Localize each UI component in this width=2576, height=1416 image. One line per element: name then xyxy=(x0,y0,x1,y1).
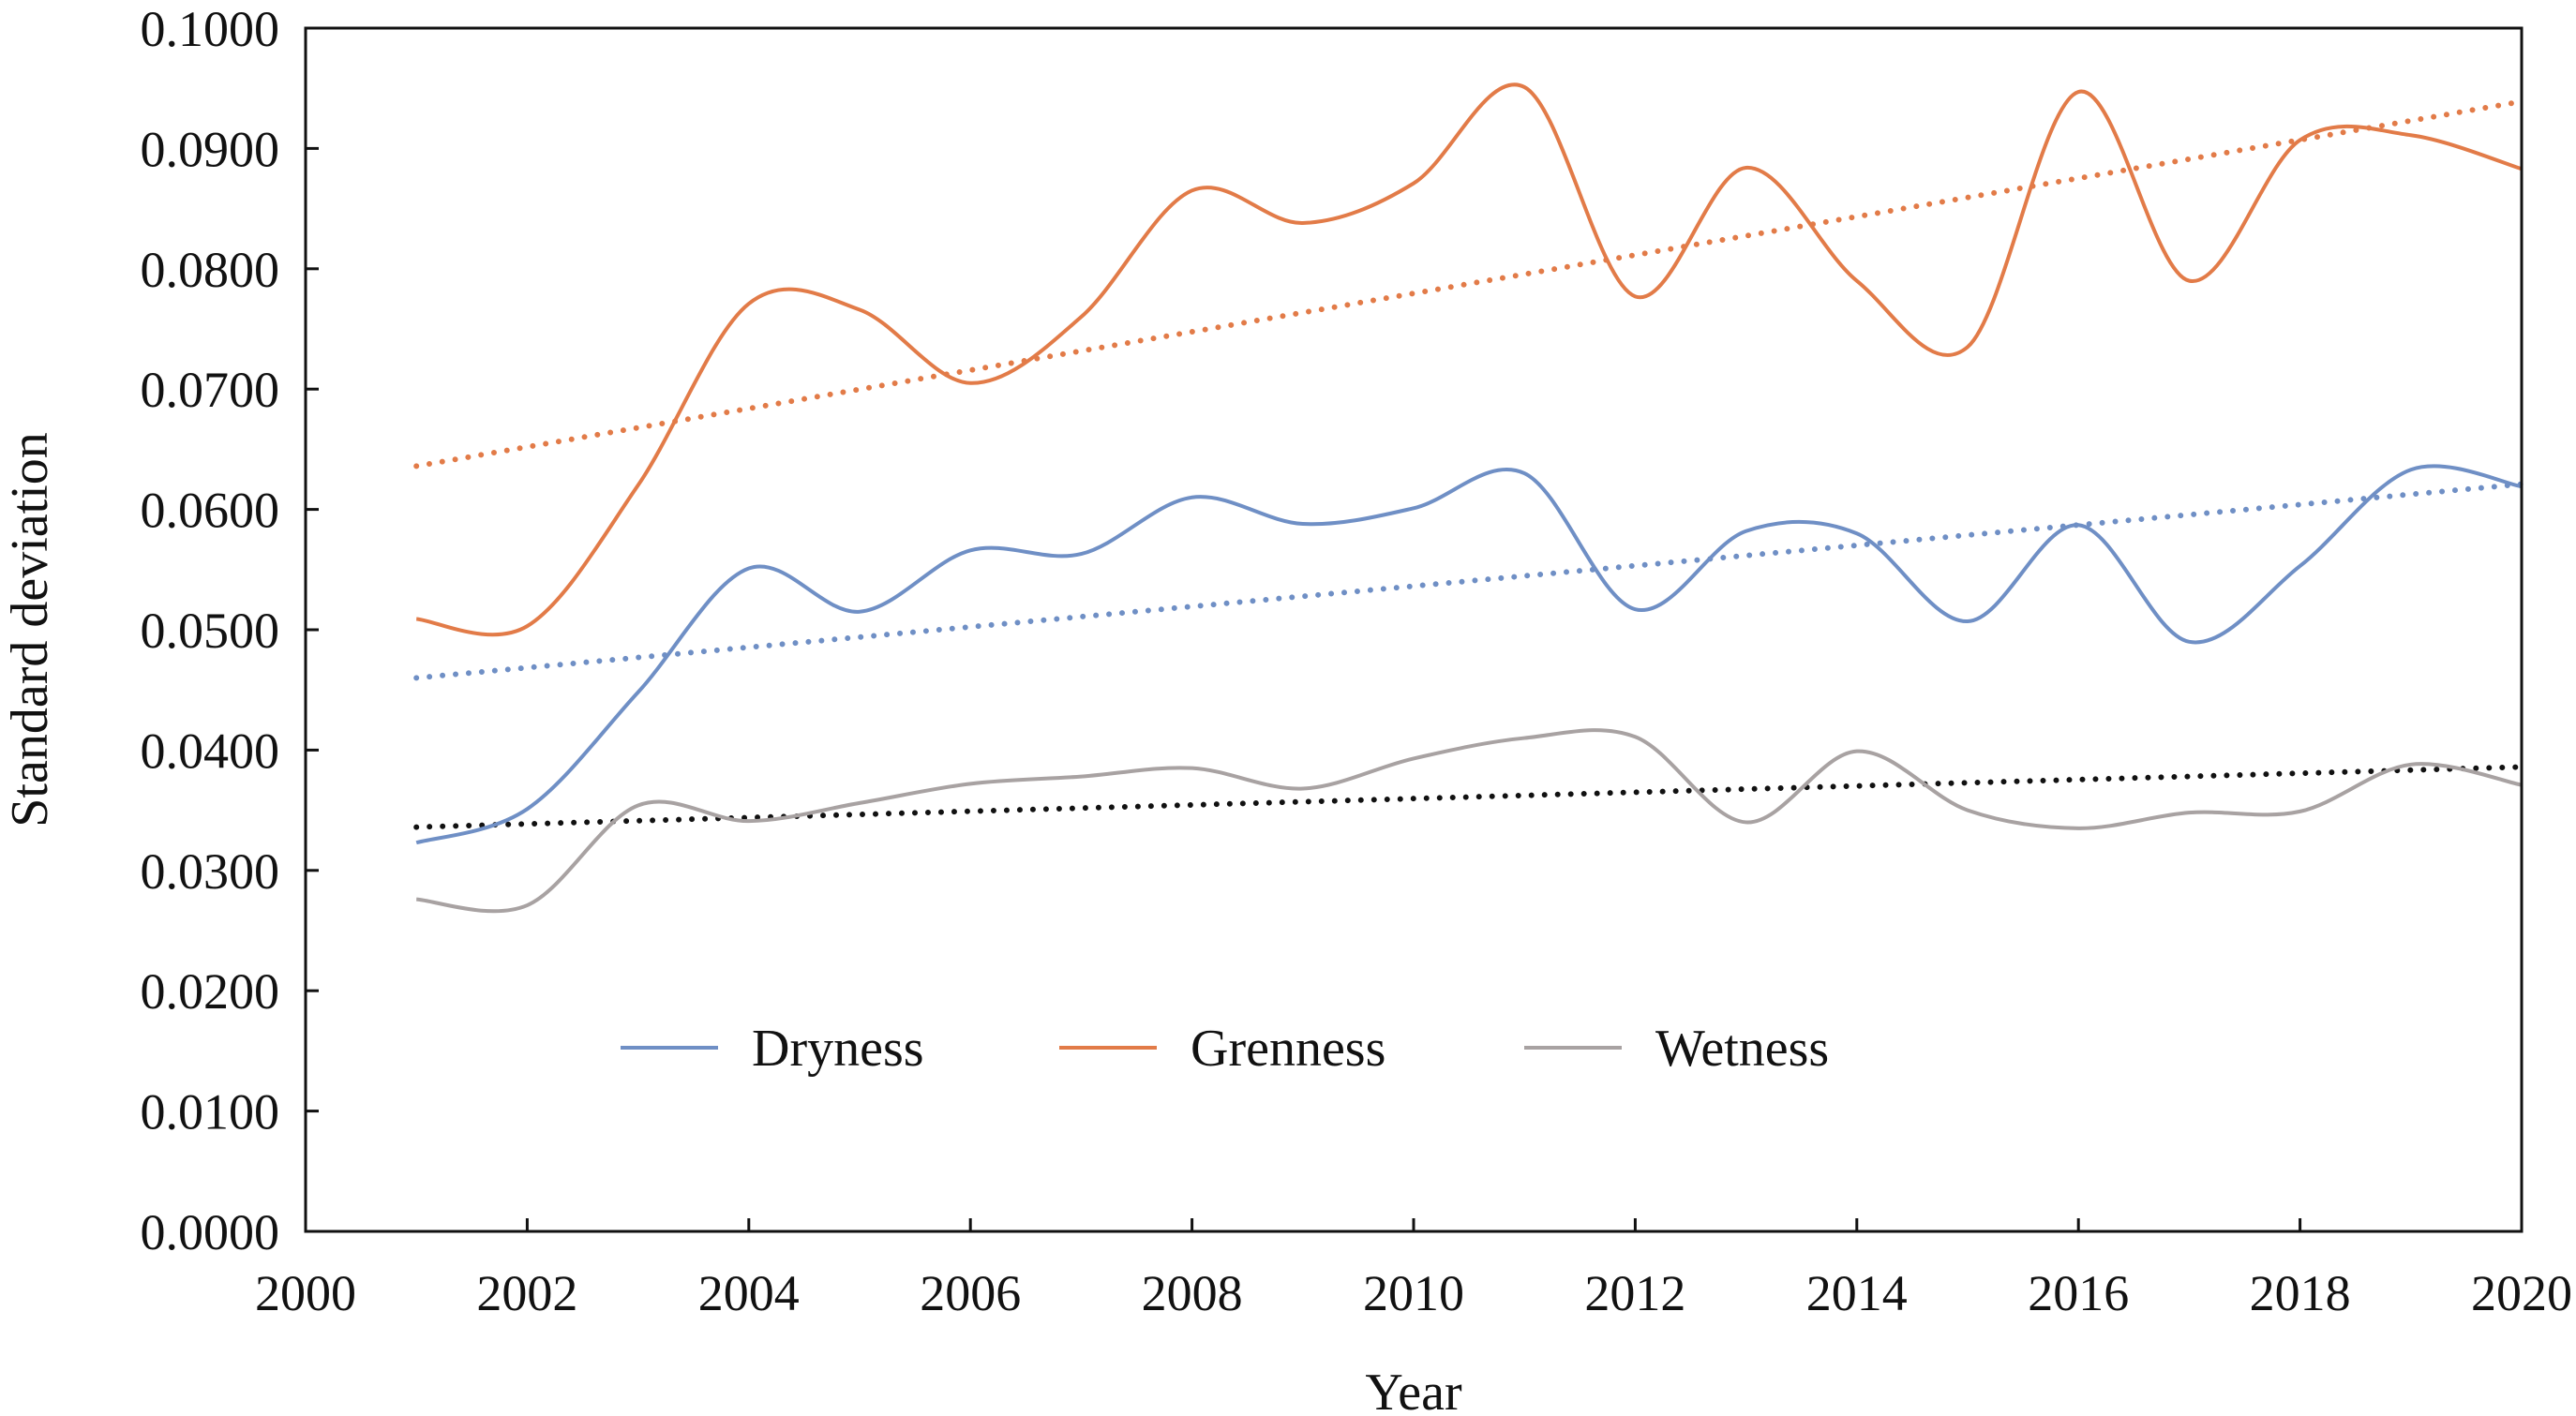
y-tick-label: 0.0800 xyxy=(141,242,280,298)
y-tick-label: 0.0100 xyxy=(141,1084,280,1140)
trendline-layer xyxy=(413,98,2524,830)
legend-label-grenness: Grenness xyxy=(1191,1020,1385,1078)
series-line-dryness xyxy=(415,464,2523,845)
trendline-dryness xyxy=(413,481,2524,681)
legend-item-grenness: Grenness xyxy=(1059,1020,1385,1078)
x-tick-label: 2020 xyxy=(2471,1265,2572,1321)
x-tick-label: 2006 xyxy=(920,1265,1021,1321)
x-tick-label: 2002 xyxy=(476,1265,577,1321)
x-axis: 2000 2002 2004 2006 2008 2010 2012 2014 2016 2018… xyxy=(255,1218,2572,1321)
legend-item-dryness: Dryness xyxy=(621,1020,924,1078)
legend-item-wetness: Wetness xyxy=(1524,1020,1829,1078)
y-tick-label: 0.0700 xyxy=(141,362,280,418)
legend-label-wetness: Wetness xyxy=(1655,1020,1829,1078)
y-tick-label: 0.0500 xyxy=(141,603,280,659)
x-axis-title: Year xyxy=(1365,1364,1462,1416)
x-tick-label: 2000 xyxy=(255,1265,356,1321)
y-tick-label: 0.0900 xyxy=(141,121,280,177)
y-tick-label: 0.0000 xyxy=(141,1204,280,1260)
x-tick-label: 2004 xyxy=(698,1265,800,1321)
y-tick-label: 0.0400 xyxy=(141,723,280,779)
legend-label-dryness: Dryness xyxy=(752,1020,924,1078)
series-line-grenness xyxy=(415,82,2523,637)
legend: Dryness Grenness Wetness xyxy=(621,1020,1829,1078)
y-tick-label: 0.0600 xyxy=(141,483,280,539)
y-axis-title: Standard deviation xyxy=(1,432,59,827)
trendline-grenness xyxy=(413,98,2524,470)
series-line-wetness xyxy=(416,728,2523,914)
y-tick-label: 0.0200 xyxy=(141,963,280,1020)
x-tick-label: 2016 xyxy=(2028,1265,2129,1321)
y-axis: 0.0000 0.0100 0.0200 0.0300 0.0400 0.0500 0.06… xyxy=(141,1,319,1260)
x-tick-label: 2010 xyxy=(1363,1265,1464,1321)
x-tick-label: 2008 xyxy=(1142,1265,1243,1321)
x-tick-label: 2012 xyxy=(1584,1265,1685,1321)
y-tick-label: 0.0300 xyxy=(141,843,280,900)
x-tick-label: 2014 xyxy=(1806,1265,1908,1321)
series-layer xyxy=(415,82,2523,914)
x-tick-label: 2018 xyxy=(2250,1265,2351,1321)
y-tick-label: 0.1000 xyxy=(141,1,280,57)
